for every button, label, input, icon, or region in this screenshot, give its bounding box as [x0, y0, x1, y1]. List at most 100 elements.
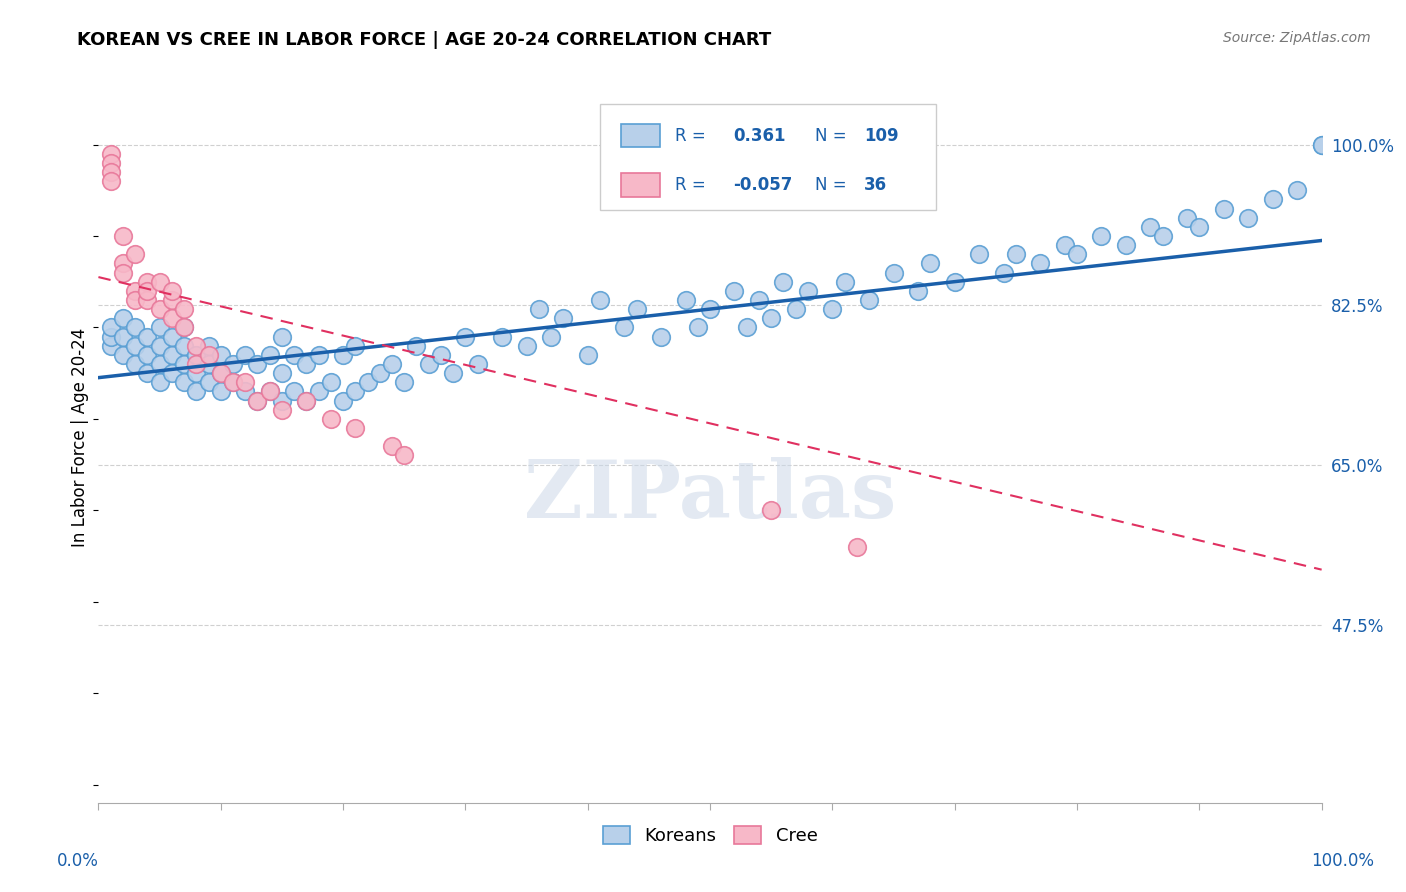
Point [111, 228, 134, 243]
Point [748, 293, 770, 307]
Point [392, 448, 416, 462]
Point [233, 348, 256, 362]
Text: R =: R = [675, 176, 706, 194]
Point [111, 256, 134, 270]
Point [197, 348, 219, 362]
Point [1066, 247, 1088, 261]
Point [100, 329, 122, 343]
Point [1175, 211, 1198, 225]
Point [259, 348, 281, 362]
Text: KOREAN VS CREE IN LABOR FORCE | AGE 20-24 CORRELATION CHART: KOREAN VS CREE IN LABOR FORCE | AGE 20-2… [77, 31, 772, 49]
Point [295, 393, 318, 408]
Point [821, 301, 844, 317]
Point [160, 348, 183, 362]
Point [100, 146, 122, 161]
Point [149, 376, 172, 390]
Point [1286, 183, 1309, 197]
Point [920, 256, 942, 270]
Point [576, 348, 599, 362]
Point [259, 384, 281, 399]
Point [111, 329, 134, 343]
Point [845, 540, 868, 554]
Point [136, 284, 159, 298]
Point [834, 275, 856, 289]
Point [100, 174, 122, 188]
Point [111, 348, 134, 362]
Point [675, 293, 697, 307]
Point [149, 357, 172, 371]
Point [332, 348, 354, 362]
Point [100, 165, 122, 179]
Point [233, 376, 256, 390]
Point [124, 284, 146, 298]
Point [124, 357, 146, 371]
Point [540, 329, 562, 343]
Point [186, 338, 208, 352]
Point [761, 311, 783, 326]
Point [270, 393, 294, 408]
Legend: Koreans, Cree: Koreans, Cree [595, 819, 825, 852]
Point [356, 376, 378, 390]
Point [295, 393, 318, 408]
FancyBboxPatch shape [620, 124, 659, 147]
Text: N =: N = [815, 176, 846, 194]
Text: 109: 109 [865, 127, 898, 145]
Point [344, 384, 367, 399]
Point [1310, 137, 1333, 152]
Point [160, 284, 183, 298]
Point [186, 366, 208, 380]
Point [785, 301, 807, 317]
Point [173, 338, 195, 352]
Point [1053, 238, 1076, 252]
Point [197, 357, 219, 371]
Point [173, 320, 195, 334]
Point [553, 311, 575, 326]
Point [233, 384, 256, 399]
Point [100, 320, 122, 334]
Point [136, 293, 159, 307]
Point [1029, 256, 1052, 270]
Point [797, 284, 820, 298]
Point [173, 357, 195, 371]
Point [209, 366, 232, 380]
Point [173, 320, 195, 334]
Point [993, 266, 1015, 280]
Point [124, 293, 146, 307]
Point [209, 366, 232, 380]
Point [626, 301, 648, 317]
Point [222, 376, 245, 390]
Text: -0.057: -0.057 [734, 176, 793, 194]
Point [186, 357, 208, 371]
Point [308, 384, 330, 399]
Point [723, 284, 745, 298]
Point [149, 338, 172, 352]
Point [186, 348, 208, 362]
Point [111, 266, 134, 280]
Point [589, 293, 612, 307]
Point [136, 329, 159, 343]
Point [173, 376, 195, 390]
Point [381, 357, 404, 371]
Point [149, 301, 172, 317]
Point [295, 357, 318, 371]
Point [283, 348, 305, 362]
Point [160, 329, 183, 343]
FancyBboxPatch shape [620, 173, 659, 196]
Text: N =: N = [815, 127, 846, 145]
Point [686, 320, 709, 334]
Point [381, 439, 404, 453]
Point [160, 293, 183, 307]
Point [1152, 228, 1174, 243]
Point [149, 320, 172, 334]
Point [246, 393, 269, 408]
Point [1212, 202, 1234, 216]
Point [418, 357, 440, 371]
Text: ZIPatlas: ZIPatlas [524, 457, 896, 534]
Point [943, 275, 966, 289]
Point [209, 384, 232, 399]
Point [149, 275, 172, 289]
Point [1090, 228, 1112, 243]
Point [527, 301, 550, 317]
Point [699, 301, 721, 317]
Point [136, 366, 159, 380]
